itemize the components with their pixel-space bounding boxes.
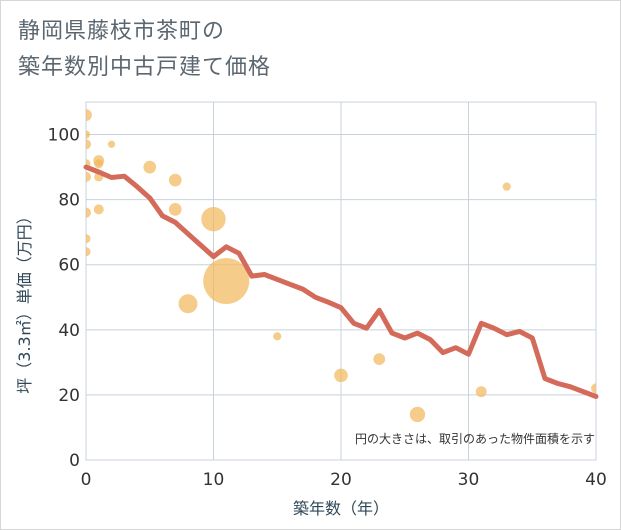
y-tick-label: 20 (58, 386, 80, 406)
title-line-2: 築年数別中古戸建て価格 (18, 55, 272, 80)
scatter-point (86, 171, 91, 182)
scatter-point (86, 234, 91, 244)
scatter-point (168, 203, 182, 216)
x-axis-label: 築年数（年） (293, 499, 389, 518)
x-tick-label: 30 (458, 470, 480, 490)
scatter-point (178, 294, 198, 314)
tick-labels: 0 10 20 30 40 0 20 40 60 80 100 (48, 126, 607, 490)
y-axis-label: 坪（3.3㎡）単価（万円） (15, 208, 34, 393)
grid-lines (85, 101, 597, 461)
scatter-point (502, 182, 511, 191)
y-tick-label: 40 (58, 321, 80, 341)
x-tick-label: 10 (203, 470, 225, 490)
scatter-point (203, 258, 250, 304)
y-tick-label: 60 (58, 256, 80, 276)
x-tick-label: 0 (81, 470, 92, 490)
trend-line (83, 164, 599, 399)
scatter-point (475, 386, 487, 398)
chart-title: 静岡県藤枝市茶町の 築年数別中古戸建て価格 (18, 14, 271, 86)
scatter-point (86, 247, 91, 257)
scatter-point (201, 206, 226, 232)
scatter-bubbles (86, 109, 596, 423)
scatter-point (93, 204, 104, 215)
scatter-point (143, 160, 157, 174)
y-tick-label: 0 (69, 451, 80, 471)
scatter-point (86, 207, 91, 218)
scatter-point (334, 368, 348, 383)
title-line-1: 静岡県藤枝市茶町の (18, 19, 226, 44)
scatter-point (107, 140, 116, 148)
scatter-point (409, 406, 426, 423)
y-tick-label: 100 (48, 126, 80, 146)
x-tick-label: 20 (330, 470, 352, 490)
scatter-point (86, 139, 91, 150)
scatter-point (168, 173, 182, 187)
scatter-point (94, 159, 104, 169)
scatter-point (86, 130, 91, 139)
bubble-size-note: 円の大きさは、取引のあった物件面積を示す (355, 431, 595, 446)
scatter-point (86, 109, 92, 121)
scatter-point (373, 353, 386, 366)
scatter-point (273, 332, 282, 341)
scatter-point (591, 383, 596, 394)
y-tick-label: 80 (58, 191, 80, 211)
x-tick-label: 40 (585, 470, 607, 490)
